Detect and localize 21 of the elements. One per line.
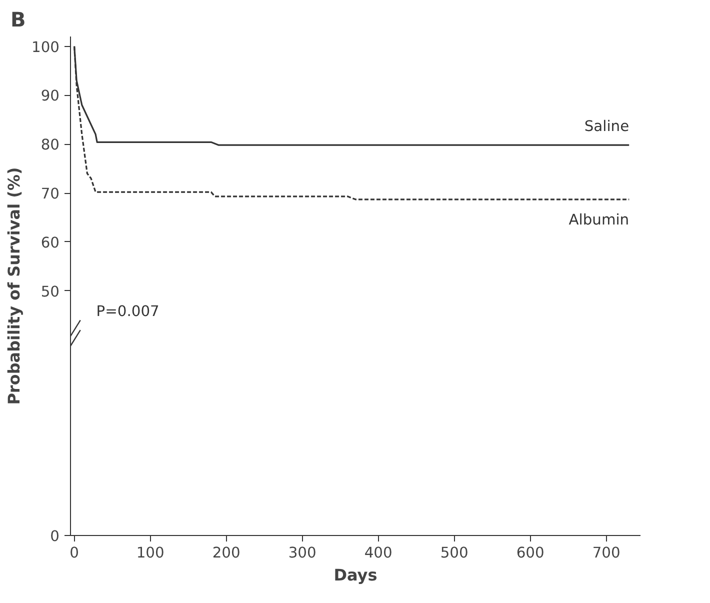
x-tick-label: 0 <box>70 544 79 562</box>
y-tick-label: 90 <box>40 88 60 105</box>
y-tick-label: 60 <box>40 234 60 252</box>
series-label: Albumin <box>568 211 630 228</box>
chart-title: B <box>10 8 26 32</box>
series-label: Saline <box>584 118 630 136</box>
x-tick-label: 300 <box>288 544 316 562</box>
x-tick-label: 600 <box>516 544 544 562</box>
y-tick-label: 0 <box>50 528 60 545</box>
x-tick-label: 700 <box>592 544 620 562</box>
x-tick-label: 100 <box>136 544 164 562</box>
y-tick-label: 70 <box>40 186 60 203</box>
x-tick-label: 400 <box>364 544 392 562</box>
x-tick-label: 200 <box>212 544 240 562</box>
y-tick-label: 100 <box>32 38 60 56</box>
y-axis-title: Probability of Survival (%) <box>4 167 24 405</box>
y-tick-label: 80 <box>40 136 60 154</box>
x-tick-label: 500 <box>440 544 468 562</box>
annotation: P=0.007 <box>96 303 160 320</box>
x-axis-title: Days <box>334 566 378 584</box>
y-tick-label: 50 <box>40 283 60 300</box>
